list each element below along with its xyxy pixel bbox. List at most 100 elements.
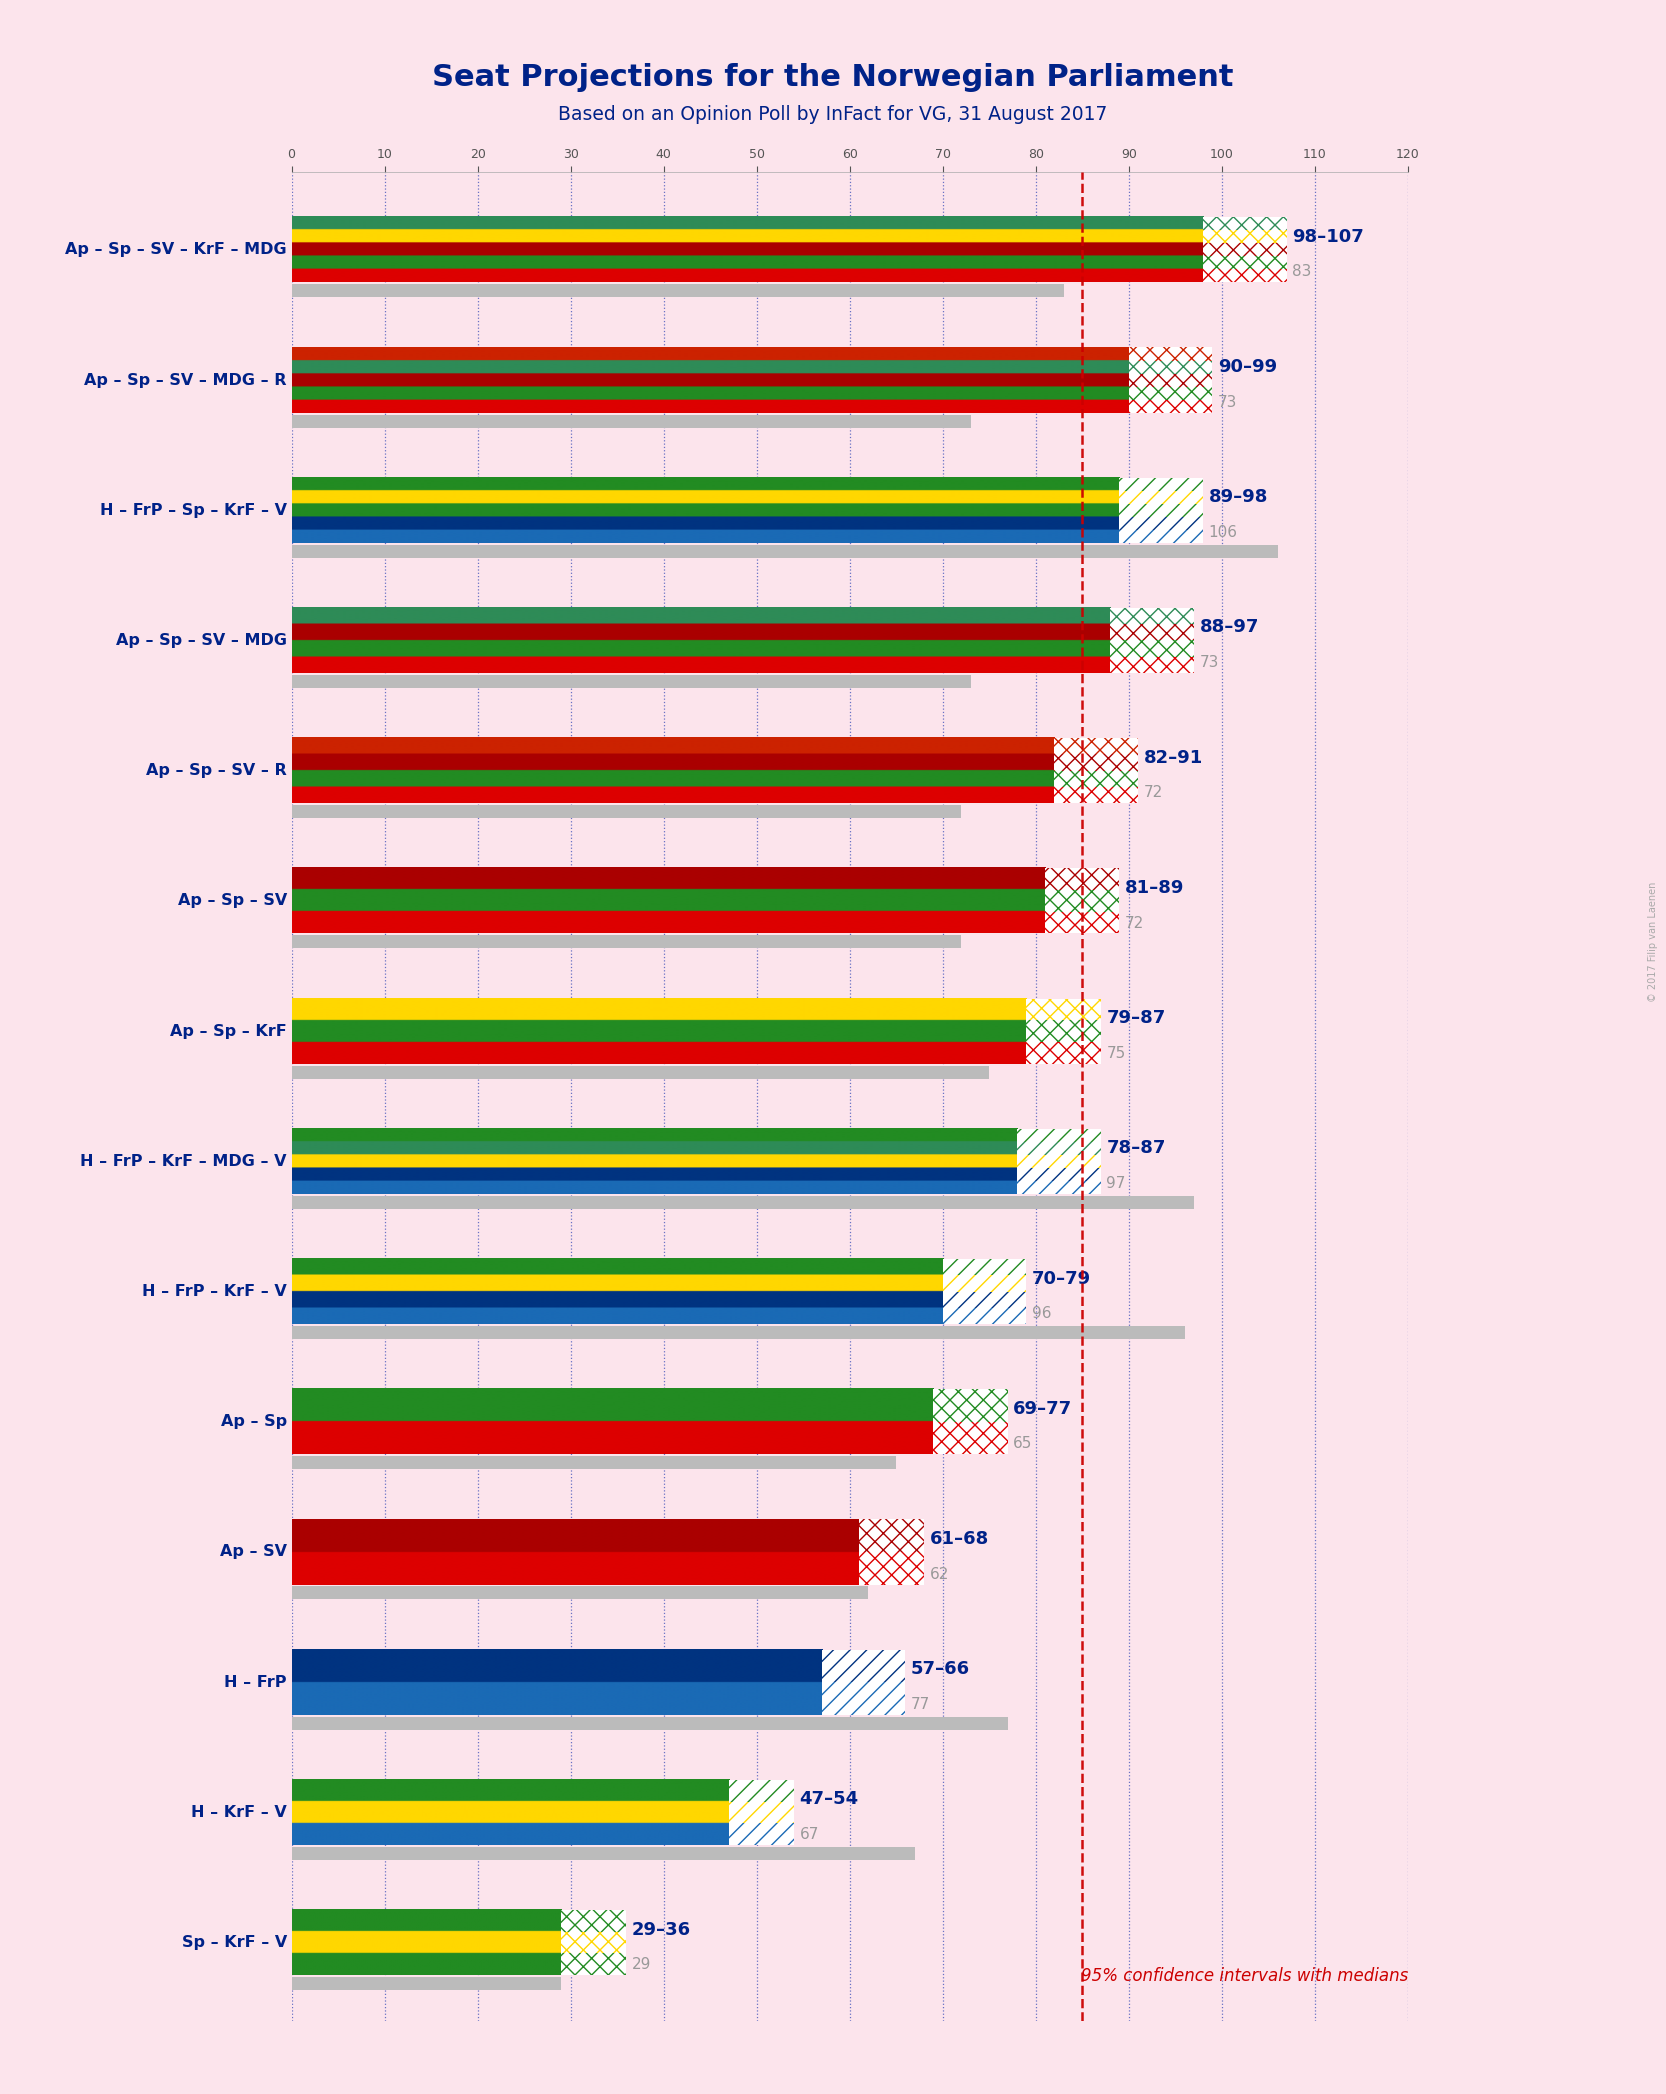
Bar: [561, 1910, 626, 1933]
Bar: [1045, 869, 1120, 890]
Text: 78–87: 78–87: [1106, 1139, 1166, 1158]
Bar: [1045, 890, 1120, 911]
Bar: [1016, 1129, 1101, 1141]
Bar: [1203, 218, 1286, 230]
Bar: [860, 1520, 925, 1552]
Text: Ap – Sp – SV: Ap – Sp – SV: [178, 894, 287, 909]
Text: 97: 97: [1106, 1177, 1126, 1191]
Bar: [1110, 607, 1195, 624]
Bar: [1045, 869, 1120, 890]
Bar: [1120, 505, 1203, 517]
Bar: [1128, 400, 1213, 413]
Bar: [821, 1681, 905, 1715]
Bar: [1110, 641, 1195, 658]
Bar: [943, 1292, 1026, 1309]
Bar: [1016, 1141, 1101, 1154]
Bar: [1055, 787, 1138, 804]
Bar: [292, 415, 971, 427]
Bar: [292, 1977, 561, 1989]
Text: 88–97: 88–97: [1200, 618, 1259, 637]
Bar: [728, 1801, 793, 1824]
Bar: [1055, 737, 1138, 754]
Bar: [1120, 530, 1203, 542]
Text: H – FrP: H – FrP: [225, 1675, 287, 1690]
Text: 65: 65: [1013, 1436, 1033, 1451]
Text: Ap – Sp – SV – MDG – R: Ap – Sp – SV – MDG – R: [85, 373, 287, 387]
Bar: [1110, 658, 1195, 672]
Bar: [1128, 387, 1213, 400]
Bar: [292, 1455, 896, 1470]
Bar: [1203, 230, 1286, 243]
Bar: [1203, 243, 1286, 255]
Text: Ap – Sp – KrF: Ap – Sp – KrF: [170, 1024, 287, 1039]
Text: Ap – SV: Ap – SV: [220, 1545, 287, 1560]
Bar: [292, 806, 961, 819]
Text: 57–66: 57–66: [911, 1661, 970, 1677]
Bar: [1203, 270, 1286, 283]
Bar: [561, 1933, 626, 1954]
Bar: [292, 544, 1278, 557]
Bar: [1026, 999, 1101, 1020]
Bar: [933, 1422, 1008, 1455]
Text: Ap – Sp – SV – MDG: Ap – Sp – SV – MDG: [117, 632, 287, 647]
Bar: [728, 1780, 793, 1801]
Bar: [1045, 890, 1120, 911]
Text: Ap – Sp – SV – KrF – MDG: Ap – Sp – SV – KrF – MDG: [65, 243, 287, 258]
Bar: [1110, 624, 1195, 641]
Text: 47–54: 47–54: [800, 1790, 858, 1809]
Bar: [860, 1552, 925, 1585]
Bar: [292, 1196, 1195, 1208]
Bar: [728, 1780, 793, 1801]
Bar: [933, 1388, 1008, 1422]
Bar: [1055, 771, 1138, 787]
Text: © 2017 Filip van Laenen: © 2017 Filip van Laenen: [1648, 882, 1658, 1003]
Bar: [943, 1258, 1026, 1275]
Text: H – KrF – V: H – KrF – V: [192, 1805, 287, 1820]
Bar: [1128, 360, 1213, 373]
Bar: [292, 1717, 1008, 1730]
Bar: [1045, 911, 1120, 934]
Bar: [943, 1292, 1026, 1309]
Text: 69–77: 69–77: [1013, 1399, 1073, 1418]
Bar: [1110, 641, 1195, 658]
Bar: [1120, 477, 1203, 490]
Bar: [1110, 658, 1195, 672]
Bar: [1026, 1020, 1101, 1043]
Bar: [1120, 530, 1203, 542]
Bar: [1203, 255, 1286, 270]
Bar: [1055, 787, 1138, 804]
Bar: [1016, 1168, 1101, 1181]
Text: 98–107: 98–107: [1293, 228, 1364, 245]
Text: H – FrP – Sp – KrF – V: H – FrP – Sp – KrF – V: [100, 503, 287, 517]
Bar: [1110, 624, 1195, 641]
Bar: [292, 674, 971, 689]
Bar: [292, 285, 1063, 297]
Bar: [1110, 607, 1195, 624]
Text: 73: 73: [1218, 394, 1238, 410]
Bar: [1128, 373, 1213, 387]
Text: 73: 73: [1200, 655, 1220, 670]
Bar: [1026, 1043, 1101, 1064]
Bar: [933, 1388, 1008, 1422]
Bar: [1055, 737, 1138, 754]
Bar: [821, 1681, 905, 1715]
Bar: [1203, 243, 1286, 255]
Bar: [1026, 1020, 1101, 1043]
Bar: [1120, 490, 1203, 505]
Bar: [1055, 771, 1138, 787]
Text: Sp – KrF – V: Sp – KrF – V: [182, 1935, 287, 1950]
Text: Based on an Opinion Poll by InFact for VG, 31 August 2017: Based on an Opinion Poll by InFact for V…: [558, 105, 1108, 124]
Bar: [943, 1309, 1026, 1323]
Text: 67: 67: [800, 1826, 818, 1843]
Bar: [1120, 517, 1203, 530]
Bar: [561, 1954, 626, 1975]
Bar: [1016, 1154, 1101, 1168]
Text: 29–36: 29–36: [631, 1920, 691, 1939]
Bar: [1055, 754, 1138, 771]
Text: H – FrP – KrF – MDG – V: H – FrP – KrF – MDG – V: [80, 1154, 287, 1168]
Text: Seat Projections for the Norwegian Parliament: Seat Projections for the Norwegian Parli…: [431, 63, 1235, 92]
Bar: [943, 1309, 1026, 1323]
Bar: [1045, 911, 1120, 934]
Text: 106: 106: [1210, 526, 1238, 540]
Text: H – FrP – KrF – V: H – FrP – KrF – V: [142, 1284, 287, 1298]
